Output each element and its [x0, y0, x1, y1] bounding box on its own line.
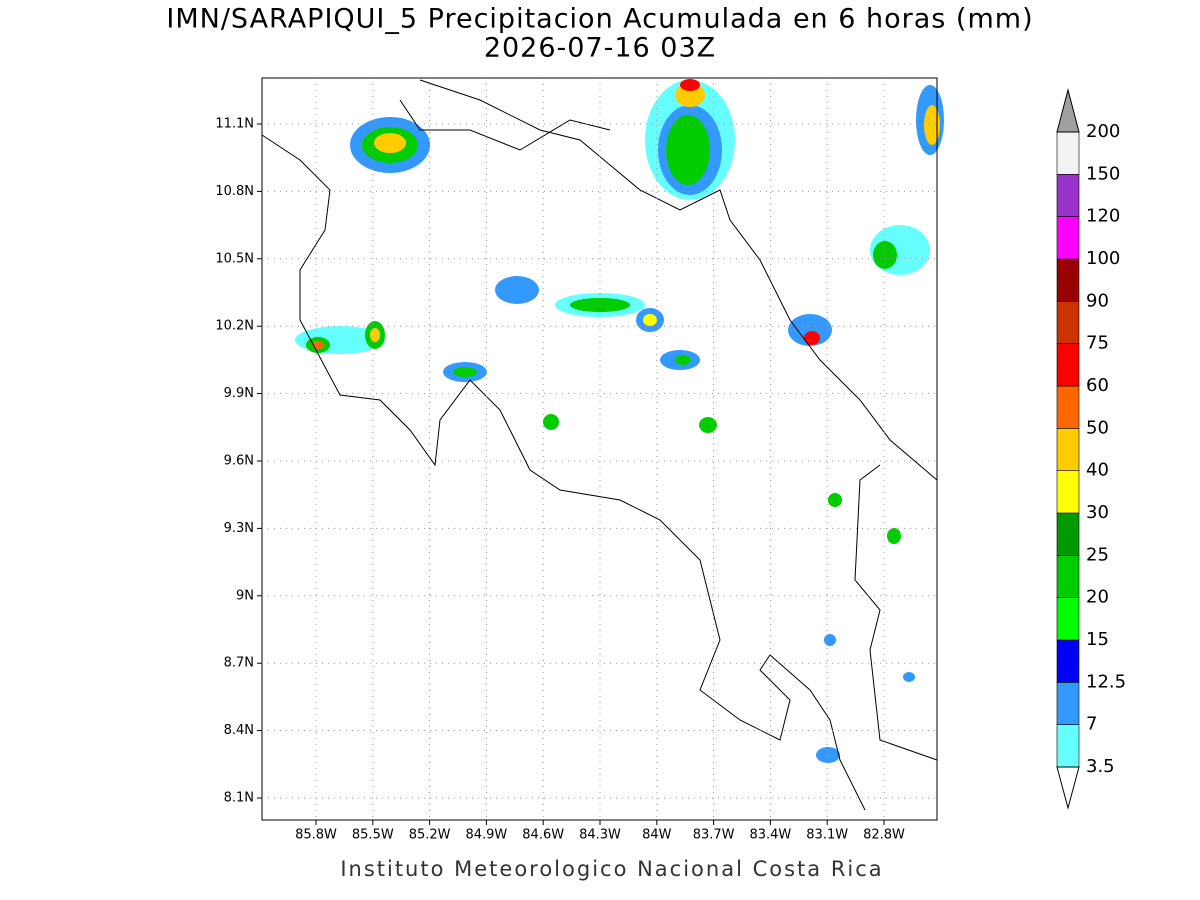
colorbar-label: 12.5	[1086, 671, 1126, 692]
title: IMN/SARAPIQUI_5 Precipitacion Acumulada …	[166, 4, 1033, 35]
colorbar-segment	[1056, 512, 1080, 556]
lat-label: 8.1N	[224, 791, 254, 806]
lat-label: 8.4N	[224, 723, 254, 738]
lat-label: 10.5N	[215, 251, 254, 266]
lat-label: 9.9N	[224, 386, 254, 401]
precipitation-field	[295, 79, 944, 763]
colorbar-segment	[1056, 597, 1080, 641]
colorbar-segment	[1056, 555, 1080, 598]
colorbar-segment	[1056, 258, 1080, 302]
colorbar-label: 90	[1086, 290, 1109, 311]
lon-label: 85.2W	[409, 828, 451, 843]
lat-label: 11.1N	[215, 117, 254, 132]
colorbar-label: 150	[1086, 163, 1120, 184]
footer: Instituto Meteorologico Nacional Costa R…	[340, 857, 883, 881]
colorbar-segment	[1056, 301, 1080, 344]
colorbar-label: 20	[1086, 587, 1109, 608]
colorbar-label: 40	[1086, 460, 1109, 481]
lon-label: 84W	[642, 828, 672, 843]
colorbar-label: 60	[1086, 375, 1109, 396]
lat-label: 10.2N	[215, 319, 254, 334]
lon-label: 83.7W	[693, 828, 735, 843]
lon-label: 85.5W	[352, 828, 394, 843]
colorbar-segment	[1056, 385, 1080, 429]
lat-label: 8.7N	[224, 656, 254, 671]
subtitle: 2026-07-16 03Z	[484, 33, 716, 64]
lon-label: 84.9W	[465, 828, 507, 843]
colorbar-segment	[1056, 639, 1080, 683]
colorbar-segment	[1056, 724, 1080, 768]
lon-label: 85.8W	[295, 828, 337, 843]
colorbar-segment	[1056, 131, 1080, 175]
colorbar-label: 75	[1086, 333, 1109, 354]
colorbar-lower-arrow	[1056, 766, 1080, 810]
colorbar-segment	[1056, 216, 1080, 260]
lat-label: 9.6N	[224, 454, 254, 469]
colorbar-label: 100	[1086, 248, 1120, 269]
colorbar-label: 7	[1086, 714, 1097, 735]
colorbar-label: 50	[1086, 417, 1109, 438]
colorbar-segment	[1056, 470, 1080, 514]
colorbar-label: 30	[1086, 502, 1109, 523]
colorbar-label: 25	[1086, 544, 1109, 565]
colorbar-label: 3.5	[1086, 756, 1115, 777]
lat-label: 9.3N	[224, 521, 254, 536]
colorbar-segment	[1056, 343, 1080, 387]
colorbar-label: 120	[1086, 206, 1120, 227]
lon-label: 83.4W	[749, 828, 791, 843]
lon-label: 83.1W	[806, 828, 848, 843]
lon-label: 84.3W	[579, 828, 621, 843]
colorbar-label: 15	[1086, 629, 1109, 650]
lat-label: 10.8N	[215, 184, 254, 199]
lat-label: 9N	[236, 588, 254, 603]
colorbar-upper-arrow	[1056, 88, 1080, 133]
colorbar-segment	[1056, 428, 1080, 471]
colorbar-label: 200	[1086, 121, 1120, 142]
lon-label: 82.8W	[863, 828, 905, 843]
colorbar-segment	[1056, 682, 1080, 725]
colorbar-segment	[1056, 174, 1080, 217]
lon-label: 84.6W	[522, 828, 564, 843]
coastline	[261, 79, 938, 811]
